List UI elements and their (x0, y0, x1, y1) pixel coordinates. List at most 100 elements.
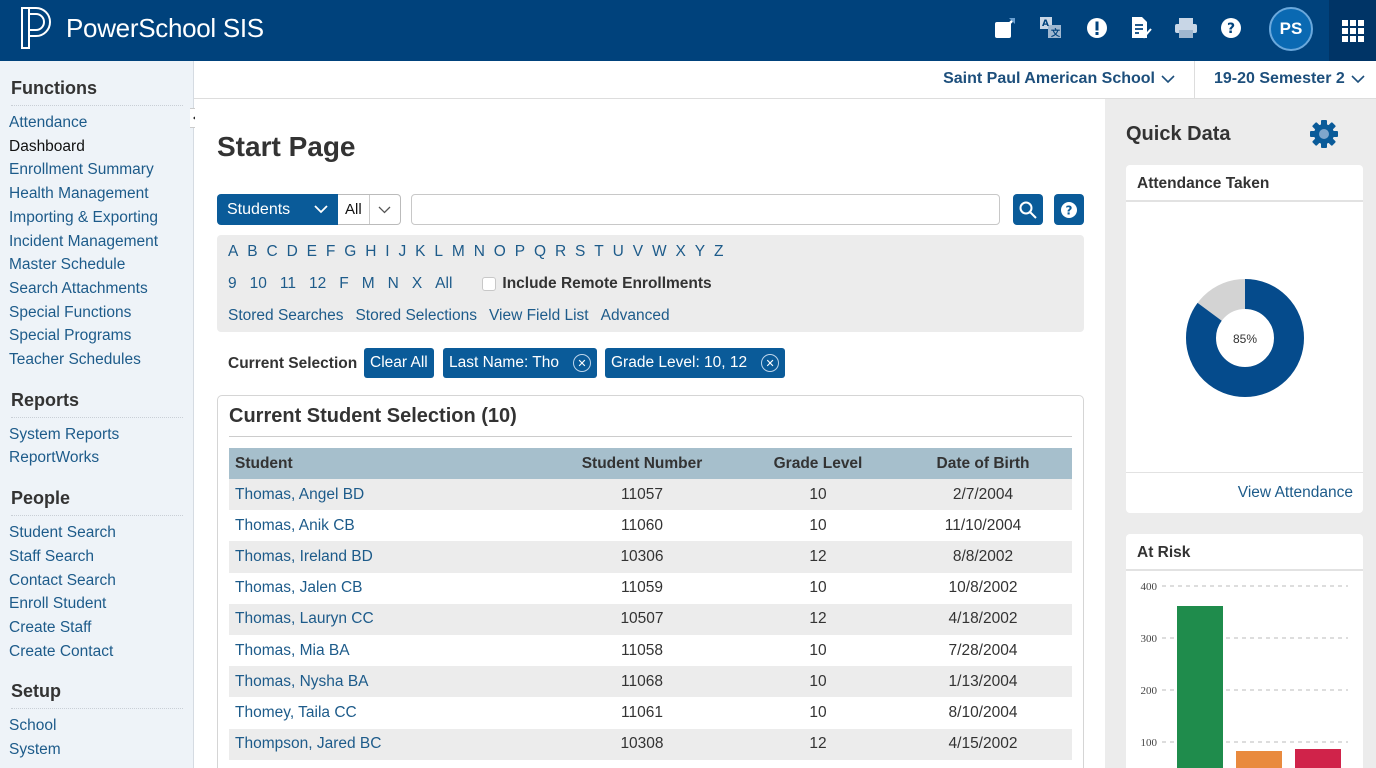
card-title: Attendance Taken (1126, 165, 1363, 202)
grade-filter[interactable]: F (339, 275, 349, 292)
letter-filter[interactable]: D (286, 243, 298, 260)
sidebar-item-create-contact[interactable]: Create Contact (9, 642, 114, 660)
grade-level: 10 (742, 479, 894, 511)
letter-filter[interactable]: I (385, 243, 390, 260)
column-header-date-of-birth[interactable]: Date of Birth (894, 448, 1072, 479)
grade-filter[interactable]: All (435, 275, 453, 292)
include-remote-checkbox[interactable] (482, 277, 497, 291)
letter-filter[interactable]: Q (533, 243, 547, 260)
grade-filter[interactable]: X (411, 275, 423, 292)
grade-filter[interactable]: 9 (228, 275, 237, 292)
sidebar-item-attendance[interactable]: Attendance (9, 114, 88, 131)
sidebar-item-system[interactable]: System (9, 741, 61, 759)
sidebar-item-teacher-schedules[interactable]: Teacher Schedules (9, 351, 141, 369)
letter-filter[interactable]: C (266, 243, 278, 260)
form-check-icon[interactable] (1128, 15, 1154, 41)
view-field-list-link[interactable]: View Field List (488, 307, 589, 324)
sidebar-item-special-programs[interactable]: Special Programs (9, 327, 132, 345)
alert-icon[interactable] (1084, 15, 1110, 41)
student-name-link[interactable]: Thompson, Jared BC (229, 728, 542, 760)
letter-filter[interactable]: B (247, 243, 258, 260)
sidebar-item-school[interactable]: School (9, 717, 57, 735)
grade-filter[interactable]: M (361, 275, 375, 292)
sidebar-item-reportworks[interactable]: ReportWorks (9, 449, 100, 467)
stored-selections-link[interactable]: Stored Selections (355, 307, 477, 324)
school-selector[interactable]: Saint Paul American School (943, 70, 1175, 88)
user-avatar[interactable]: PS (1269, 7, 1313, 51)
letter-filter[interactable]: N (473, 243, 485, 260)
search-button[interactable] (1013, 194, 1043, 225)
letter-filter[interactable]: O (493, 243, 506, 260)
letter-filter[interactable]: Y (694, 243, 706, 260)
student-name-link[interactable]: Thomey, Taila CC (235, 703, 357, 721)
filter-chip-last-name[interactable]: Last Name: Tho ✕ (443, 348, 597, 378)
student-name-link[interactable]: Thomas, Mia BA (235, 641, 350, 659)
search-type-select[interactable]: Students (217, 194, 338, 225)
sidebar-item-staff-search[interactable]: Staff Search (9, 547, 95, 565)
letter-filter[interactable]: Z (713, 243, 724, 260)
gear-icon[interactable] (1309, 119, 1339, 149)
term-selector[interactable]: 19-20 Semester 2 (1214, 70, 1365, 88)
help-icon[interactable]: ? (1218, 15, 1244, 41)
letter-filter[interactable]: V (632, 243, 644, 260)
sidebar-item-system-reports[interactable]: System Reports (9, 425, 120, 443)
remove-chip-icon[interactable]: ✕ (761, 354, 780, 372)
nav-section-functions: Functions Attendance Dashboard Enrollmen… (0, 61, 193, 372)
student-name-link[interactable]: Thomas, Jalen CB (235, 579, 363, 597)
column-header-student[interactable]: Student (229, 448, 542, 479)
grade-filter[interactable]: 10 (249, 275, 267, 292)
print-icon[interactable] (1173, 15, 1199, 41)
student-name-link[interactable]: Thomas, Lauryn CC (229, 603, 542, 635)
sidebar-item-special-functions[interactable]: Special Functions (9, 303, 132, 321)
student-name-link[interactable]: Thomas, Ireland BD (229, 541, 542, 573)
apps-grid-button[interactable] (1329, 0, 1376, 61)
letter-filter[interactable]: R (554, 243, 567, 260)
grade-filter[interactable]: 11 (279, 275, 296, 292)
view-attendance-link[interactable]: View Attendance (1237, 484, 1353, 501)
letter-filter[interactable]: F (325, 243, 336, 260)
column-header-grade-level[interactable]: Grade Level (742, 448, 894, 479)
letter-filter[interactable]: E (306, 243, 317, 260)
column-header-student-number[interactable]: Student Number (542, 448, 742, 479)
sidebar-item-search-attachments[interactable]: Search Attachments (9, 279, 148, 297)
letter-filter[interactable]: T (594, 243, 604, 260)
grade-filter[interactable]: N (387, 275, 399, 292)
search-scope-select[interactable]: All (338, 194, 401, 225)
filter-chip-grade-level[interactable]: Grade Level: 10, 12 ✕ (605, 348, 786, 378)
letter-filter[interactable]: U (612, 243, 624, 260)
letter-filter[interactable]: P (514, 243, 526, 260)
student-name-link[interactable]: Thomas, Nysha BA (229, 666, 542, 698)
sidebar-item-master-schedule[interactable]: Master Schedule (9, 256, 126, 274)
letter-filter[interactable]: G (344, 243, 357, 260)
letter-filter[interactable]: X (675, 243, 686, 260)
letter-filter[interactable]: L (434, 243, 443, 260)
sidebar-item-student-search[interactable]: Student Search (9, 524, 116, 542)
grade-filter[interactable]: 12 (308, 275, 327, 292)
remove-chip-icon[interactable]: ✕ (573, 354, 591, 372)
sidebar-item-health-management[interactable]: Health Management (9, 185, 149, 203)
letter-filter[interactable]: K (415, 243, 426, 260)
include-remote-toggle[interactable]: Include Remote Enrollments (482, 275, 712, 293)
advanced-link[interactable]: Advanced (600, 307, 670, 324)
student-name-link[interactable]: Thomas, Angel BD (229, 479, 542, 511)
letter-filter[interactable]: S (575, 243, 586, 260)
student-name-link[interactable]: Thomas, Anik CB (235, 516, 355, 534)
sidebar-item-importing-exporting[interactable]: Importing & Exporting (9, 208, 159, 226)
search-help-button[interactable]: ? (1054, 194, 1084, 225)
stored-searches-link[interactable]: Stored Searches (228, 307, 344, 324)
clear-all-button[interactable]: Clear All (364, 348, 434, 378)
sidebar-item-enrollment-summary[interactable]: Enrollment Summary (9, 161, 154, 179)
letter-filter[interactable]: J (398, 243, 407, 260)
sidebar-item-dashboard[interactable]: Dashboard (9, 137, 85, 155)
letter-filter[interactable]: H (365, 243, 377, 260)
letter-filter[interactable]: A (228, 243, 239, 260)
letter-filter[interactable]: W (651, 243, 667, 260)
sidebar-item-incident-management[interactable]: Incident Management (9, 232, 159, 250)
student-search-input[interactable] (411, 194, 1000, 225)
edit-launch-icon[interactable] (992, 15, 1018, 41)
sidebar-item-enroll-student[interactable]: Enroll Student (9, 595, 107, 613)
sidebar-item-create-staff[interactable]: Create Staff (9, 618, 92, 636)
sidebar-item-contact-search[interactable]: Contact Search (9, 571, 116, 589)
letter-filter[interactable]: M (451, 243, 465, 260)
